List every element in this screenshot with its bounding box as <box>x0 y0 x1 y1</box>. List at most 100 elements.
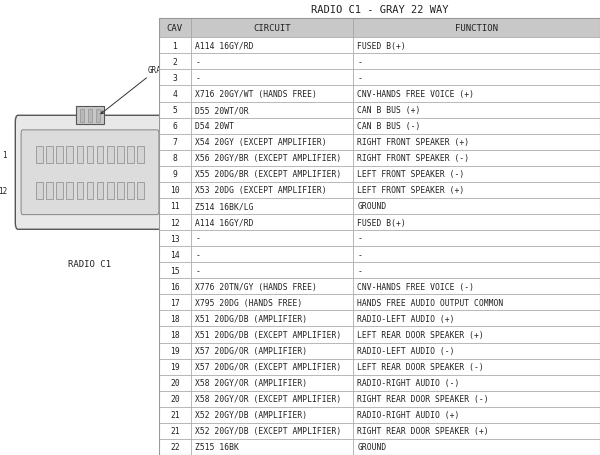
Text: 4: 4 <box>172 90 178 99</box>
Bar <box>97 182 103 200</box>
Text: 21: 21 <box>170 426 180 435</box>
Text: X51 20DG/DB (EXCEPT AMPLIFIER): X51 20DG/DB (EXCEPT AMPLIFIER) <box>195 330 341 339</box>
Bar <box>159 247 191 263</box>
Text: X58 20GY/OR (AMPLIFIER): X58 20GY/OR (AMPLIFIER) <box>195 379 307 387</box>
Text: RADIO-RIGHT AUDIO (+): RADIO-RIGHT AUDIO (+) <box>358 410 460 420</box>
Text: A114 16GY/RD: A114 16GY/RD <box>195 218 254 227</box>
Bar <box>159 311 191 327</box>
Bar <box>191 343 353 359</box>
Text: FUSED B(+): FUSED B(+) <box>358 218 406 227</box>
Bar <box>80 110 84 122</box>
Text: 22: 22 <box>167 187 176 195</box>
Text: RIGHT REAR DOOR SPEAKER (-): RIGHT REAR DOOR SPEAKER (-) <box>358 394 489 404</box>
Text: X716 20GY/WT (HANDS FREE): X716 20GY/WT (HANDS FREE) <box>195 90 317 99</box>
Bar <box>127 182 134 200</box>
Bar <box>127 146 134 163</box>
Text: 5: 5 <box>172 106 178 115</box>
Text: 19: 19 <box>170 362 180 371</box>
Text: X795 20DG (HANDS FREE): X795 20DG (HANDS FREE) <box>195 298 302 307</box>
Text: 6: 6 <box>172 122 178 131</box>
Bar <box>56 182 63 200</box>
Text: 9: 9 <box>172 170 178 179</box>
Text: X58 20GY/OR (EXCEPT AMPLIFIER): X58 20GY/OR (EXCEPT AMPLIFIER) <box>195 394 341 404</box>
Bar <box>191 38 353 54</box>
Bar <box>191 311 353 327</box>
Bar <box>191 102 353 118</box>
Text: 1: 1 <box>172 42 178 51</box>
Bar <box>77 146 83 163</box>
Bar <box>353 231 600 247</box>
Bar <box>159 54 191 70</box>
Bar <box>353 295 600 311</box>
Bar <box>159 359 191 375</box>
Text: GRAY: GRAY <box>101 66 166 115</box>
Bar <box>191 215 353 231</box>
Bar <box>137 146 144 163</box>
Text: 11: 11 <box>167 151 176 159</box>
Bar <box>353 70 600 86</box>
Text: -: - <box>358 58 362 67</box>
Text: 3: 3 <box>172 74 178 83</box>
Bar <box>353 86 600 102</box>
Bar <box>159 19 191 38</box>
Text: 12: 12 <box>170 218 180 227</box>
Bar <box>353 134 600 151</box>
Text: 20: 20 <box>170 394 180 404</box>
Bar <box>159 167 191 182</box>
FancyBboxPatch shape <box>15 116 164 230</box>
Text: HANDS FREE AUDIO OUTPUT COMMON: HANDS FREE AUDIO OUTPUT COMMON <box>358 298 504 307</box>
Bar <box>353 38 600 54</box>
Bar <box>191 151 353 167</box>
Text: Z515 16BK: Z515 16BK <box>195 443 239 451</box>
Text: 10: 10 <box>170 186 180 195</box>
Bar <box>191 295 353 311</box>
Text: A114 16GY/RD: A114 16GY/RD <box>195 42 254 51</box>
Text: 7: 7 <box>172 138 178 147</box>
Bar <box>353 198 600 215</box>
FancyBboxPatch shape <box>21 131 159 215</box>
Bar <box>353 343 600 359</box>
Bar <box>353 278 600 295</box>
Text: X52 20GY/DB (EXCEPT AMPLIFIER): X52 20GY/DB (EXCEPT AMPLIFIER) <box>195 426 341 435</box>
Bar <box>107 146 113 163</box>
Bar <box>353 151 600 167</box>
Bar <box>159 295 191 311</box>
Text: GROUND: GROUND <box>358 202 387 211</box>
Bar <box>191 423 353 439</box>
Bar <box>159 102 191 118</box>
Bar <box>353 375 600 391</box>
Bar <box>67 182 73 200</box>
Bar <box>353 311 600 327</box>
Text: -: - <box>195 58 200 67</box>
Bar <box>191 359 353 375</box>
Text: X53 20DG (EXCEPT AMPLIFIER): X53 20DG (EXCEPT AMPLIFIER) <box>195 186 327 195</box>
Text: RADIO C1: RADIO C1 <box>68 259 112 268</box>
Bar <box>191 86 353 102</box>
Text: -: - <box>358 74 362 83</box>
Bar <box>159 134 191 151</box>
Text: CIRCUIT: CIRCUIT <box>253 24 291 33</box>
Bar <box>159 375 191 391</box>
Bar <box>159 439 191 455</box>
Text: X55 20DG/BR (EXCEPT AMPLIFIER): X55 20DG/BR (EXCEPT AMPLIFIER) <box>195 170 341 179</box>
Bar <box>159 86 191 102</box>
Text: LEFT FRONT SPEAKER (-): LEFT FRONT SPEAKER (-) <box>358 170 465 179</box>
Bar <box>159 343 191 359</box>
Text: 21: 21 <box>170 410 180 420</box>
Bar <box>86 182 94 200</box>
Text: 18: 18 <box>170 330 180 339</box>
Bar <box>191 19 353 38</box>
Bar <box>353 167 600 182</box>
Text: LEFT REAR DOOR SPEAKER (+): LEFT REAR DOOR SPEAKER (+) <box>358 330 484 339</box>
Bar <box>159 151 191 167</box>
Text: -: - <box>195 74 200 83</box>
Bar <box>67 146 73 163</box>
Text: 16: 16 <box>170 282 180 291</box>
Bar <box>353 439 600 455</box>
Text: 18: 18 <box>170 314 180 323</box>
Text: 2: 2 <box>172 58 178 67</box>
Bar <box>353 391 600 407</box>
Bar <box>159 70 191 86</box>
Bar <box>159 38 191 54</box>
Bar <box>159 182 191 198</box>
